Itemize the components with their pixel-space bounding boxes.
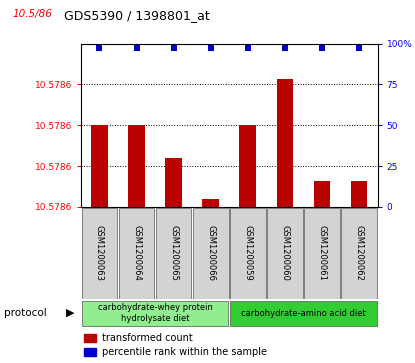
Point bbox=[170, 45, 177, 51]
Bar bbox=[239, 125, 256, 207]
Point bbox=[133, 45, 140, 51]
Bar bbox=[84, 334, 96, 342]
Text: carbohydrate-amino acid diet: carbohydrate-amino acid diet bbox=[241, 309, 366, 318]
Bar bbox=[314, 181, 330, 207]
Text: 10.5/86: 10.5/86 bbox=[12, 9, 52, 19]
Text: carbohydrate-whey protein
hydrolysate diet: carbohydrate-whey protein hydrolysate di… bbox=[98, 303, 212, 323]
Bar bbox=[84, 348, 96, 356]
Text: GSM1200064: GSM1200064 bbox=[132, 225, 141, 281]
Point bbox=[356, 45, 362, 51]
Bar bbox=[276, 79, 293, 207]
Bar bbox=[351, 181, 367, 207]
Bar bbox=[82, 208, 117, 298]
Bar bbox=[230, 208, 266, 298]
Bar bbox=[203, 199, 219, 207]
Text: percentile rank within the sample: percentile rank within the sample bbox=[102, 347, 267, 358]
Text: ▶: ▶ bbox=[66, 308, 75, 318]
Bar bbox=[128, 125, 145, 207]
Point bbox=[244, 45, 251, 51]
Text: GSM1200066: GSM1200066 bbox=[206, 225, 215, 281]
Point bbox=[96, 45, 103, 51]
Bar bbox=[304, 208, 340, 298]
Point bbox=[282, 45, 288, 51]
Bar bbox=[230, 301, 376, 326]
Bar bbox=[193, 208, 229, 298]
Text: GDS5390 / 1398801_at: GDS5390 / 1398801_at bbox=[64, 9, 210, 22]
Text: GSM1200060: GSM1200060 bbox=[281, 225, 289, 281]
Bar bbox=[156, 208, 191, 298]
Bar bbox=[91, 125, 108, 207]
Text: GSM1200061: GSM1200061 bbox=[317, 225, 327, 281]
Point bbox=[319, 45, 325, 51]
Bar bbox=[341, 208, 377, 298]
Bar bbox=[165, 158, 182, 207]
Text: GSM1200059: GSM1200059 bbox=[243, 225, 252, 281]
Point bbox=[208, 45, 214, 51]
Text: protocol: protocol bbox=[4, 308, 47, 318]
Text: GSM1200063: GSM1200063 bbox=[95, 225, 104, 281]
Text: transformed count: transformed count bbox=[102, 333, 193, 343]
Text: GSM1200065: GSM1200065 bbox=[169, 225, 178, 281]
Text: GSM1200062: GSM1200062 bbox=[354, 225, 364, 281]
Bar bbox=[82, 301, 228, 326]
Bar bbox=[119, 208, 154, 298]
Bar bbox=[267, 208, 303, 298]
